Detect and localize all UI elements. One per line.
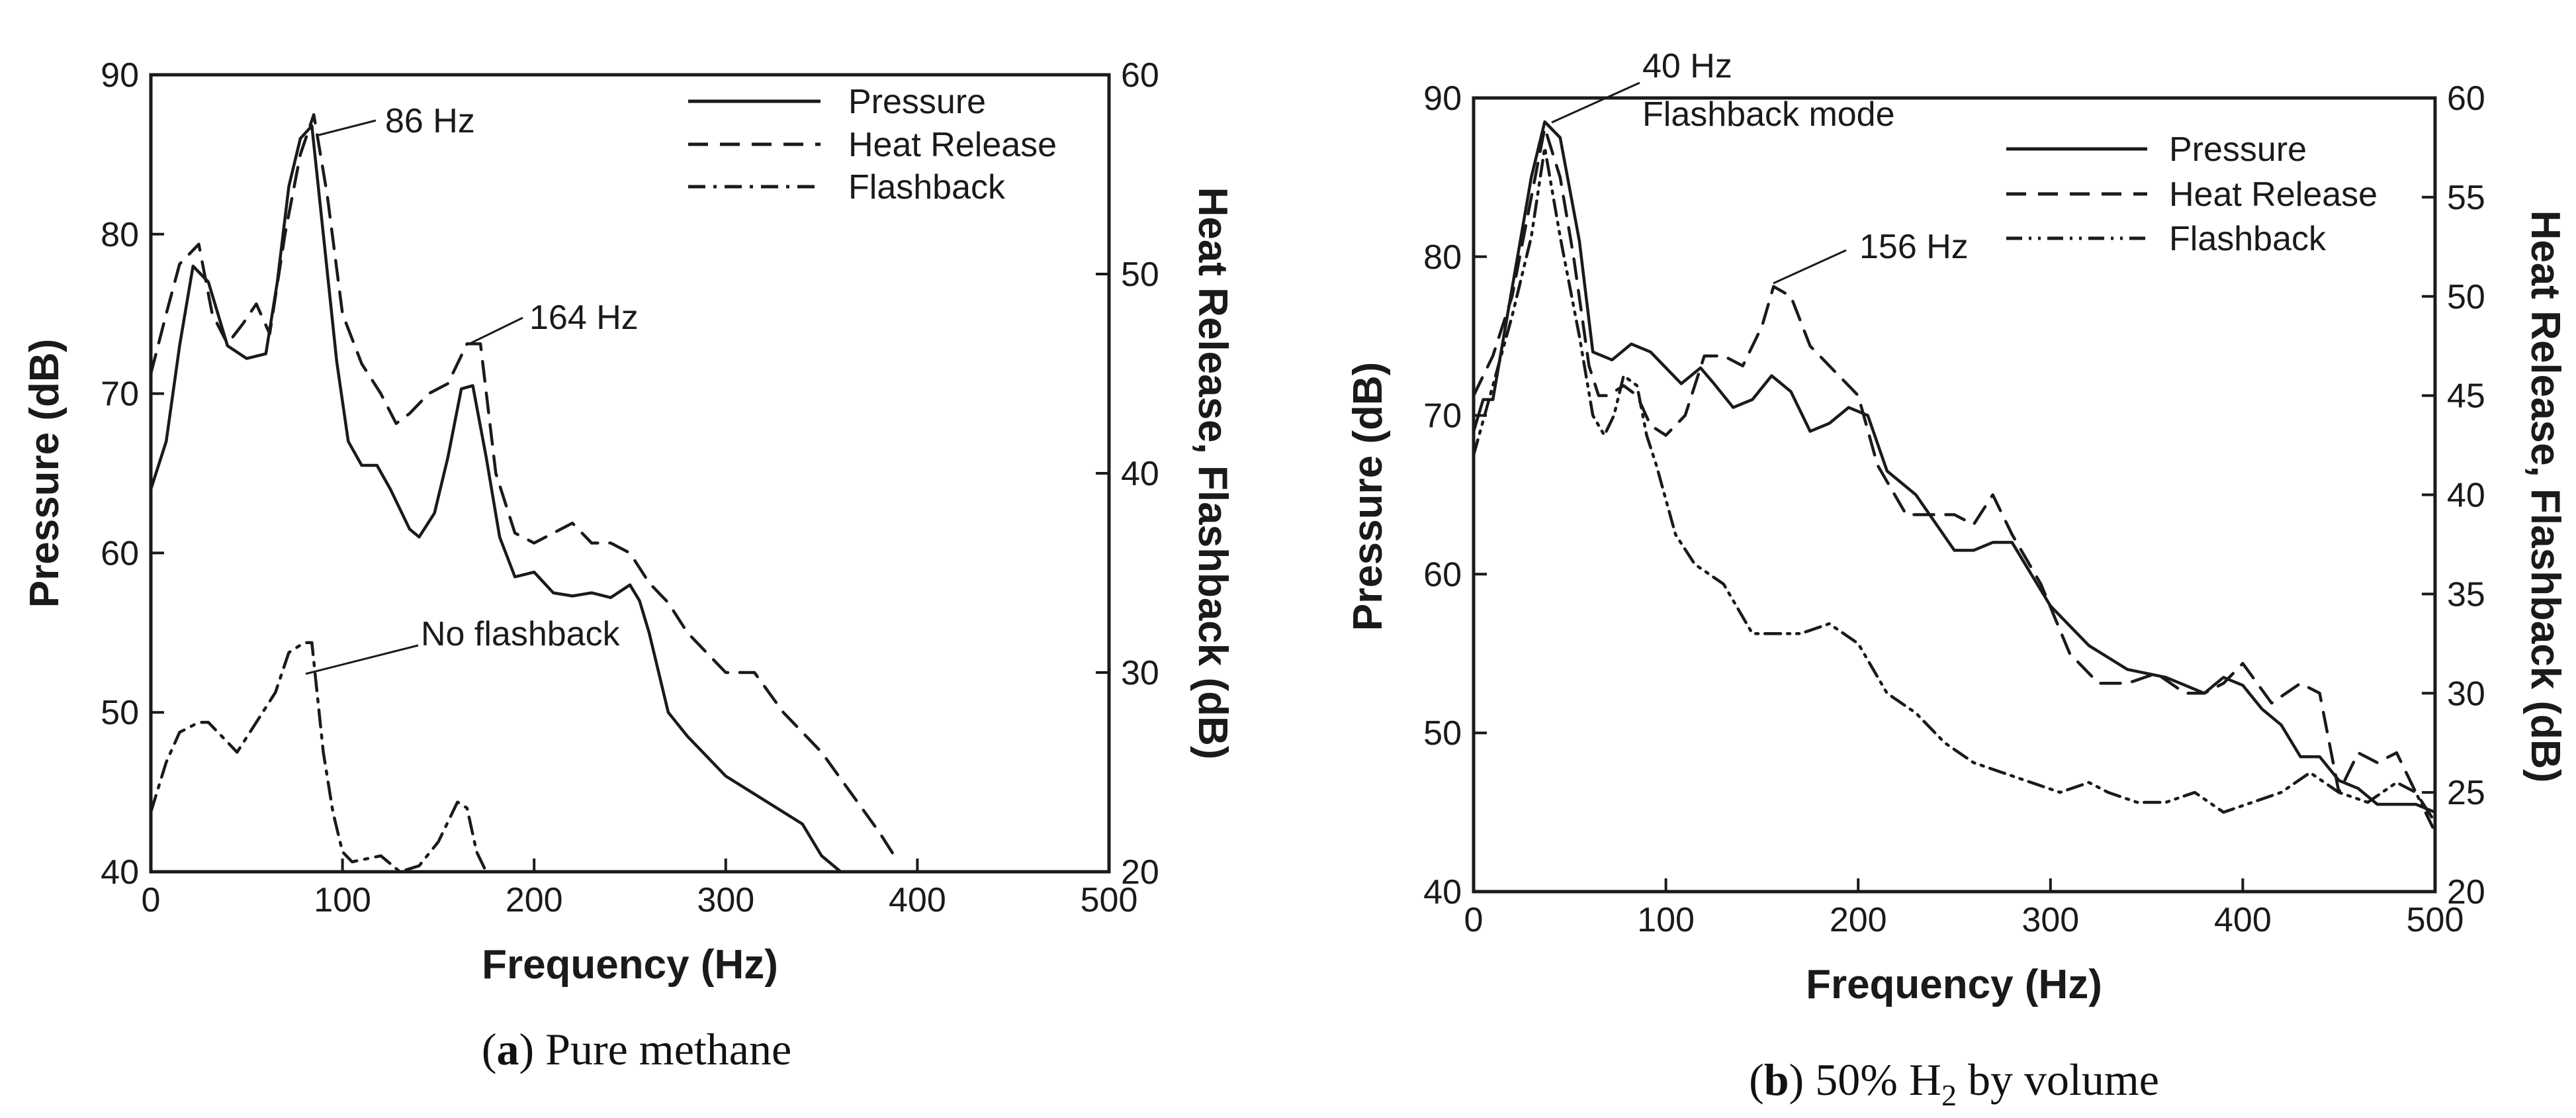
x-tick-label: 0	[142, 881, 161, 919]
legend-b: Pressure Heat Release Flashback	[2006, 130, 2377, 258]
chart-panel-b: Frequency (Hz) Pressure (dB) Heat Releas…	[1345, 47, 2568, 1007]
annotation-40hz: 40 Hz	[1642, 47, 1732, 85]
annotation-no-flashback: No flashback	[421, 615, 621, 653]
right-tick-label: 20	[1121, 853, 1159, 892]
x-tick-label: 200	[506, 881, 563, 919]
chart-panel-a: Frequency (Hz) Pressure (dB) Heat Releas…	[22, 56, 1235, 988]
right-tick-label: 50	[2447, 278, 2485, 316]
series-a	[149, 113, 900, 874]
right-axis-title-b: Heat Release, Flashback (dB)	[2522, 210, 2568, 783]
x-tick-label: 300	[697, 881, 754, 919]
right-tick-label: 45	[2447, 377, 2485, 416]
legend-label-pressure-b: Pressure	[2169, 130, 2307, 169]
right-tick-label: 40	[2447, 477, 2485, 515]
caption-a: (a) Pure methane	[482, 1024, 791, 1074]
x-tick-label: 100	[1637, 901, 1695, 939]
right-tick-label: 30	[2447, 675, 2485, 713]
series-line-heat-release	[1472, 126, 2437, 824]
y-tick-label: 80	[1423, 238, 1462, 277]
annotation-leader-40hz	[1551, 81, 1640, 124]
caption-a-letter: a	[497, 1024, 519, 1074]
x-tick-label: 500	[2407, 901, 2464, 939]
right-axis-title-a: Heat Release, Flashback (dB)	[1190, 187, 1235, 760]
y-tick-label: 90	[101, 56, 139, 95]
x-tick-label: 300	[2021, 901, 2079, 939]
y-tick-label: 60	[101, 534, 139, 573]
right-tick-label: 60	[1121, 56, 1159, 95]
annotation-86hz: 86 Hz	[385, 102, 475, 140]
caption-b: (b) 50% H2 by volume	[1749, 1054, 2159, 1112]
y-tick-label: 60	[1423, 555, 1462, 594]
y-axis-title-b: Pressure (dB)	[1345, 362, 1391, 631]
annotation-leader-86hz	[316, 119, 377, 137]
caption-a-text: ) Pure methane	[519, 1024, 792, 1074]
y-tick-label: 40	[1423, 873, 1462, 911]
plot-frame-b	[1472, 96, 2437, 894]
caption-b-tail: by volume	[1957, 1054, 2159, 1105]
annotation-leader-156hz	[1773, 249, 1847, 285]
x-tick-label: 400	[2214, 901, 2272, 939]
series-b	[1472, 120, 2437, 834]
series-line-heat-release	[149, 113, 900, 864]
series-line-flashback	[149, 641, 488, 874]
y-tick-label: 80	[101, 216, 139, 254]
caption-b-subscript: 2	[1941, 1078, 1957, 1112]
legend-label-pressure-a: Pressure	[848, 83, 986, 121]
legend-a: Pressure Heat Release Flashback	[688, 83, 1057, 207]
series-line-pressure	[149, 124, 842, 874]
annotation-leader-164hz	[468, 316, 523, 346]
x-tick-label: 400	[889, 881, 946, 919]
legend-label-flashback-a: Flashback	[848, 168, 1006, 207]
caption-b-text: ) 50% H	[1789, 1054, 1941, 1105]
y-tick-label: 50	[1423, 714, 1462, 753]
right-tick-label: 35	[2447, 575, 2485, 614]
legend-label-flashback-b: Flashback	[2169, 220, 2327, 258]
y-tick-label: 70	[1423, 397, 1462, 436]
y-axis-title-a: Pressure (dB)	[22, 339, 67, 608]
right-tick-label: 30	[1121, 654, 1159, 692]
right-tick-label: 20	[2447, 873, 2485, 911]
annotation-156hz: 156 Hz	[1859, 228, 1969, 266]
ticks-a: 0 100 200 300 400 500 40 50 60 70 80 90 20 30 40 50 60	[101, 56, 1159, 919]
legend-label-heat-release-a: Heat Release	[848, 126, 1057, 164]
y-tick-label: 90	[1423, 79, 1462, 118]
ticks-b: 0 100 200 300 400 500 40 50 60 70 80 90 20 25 30 35 40 45…	[1423, 79, 2485, 939]
annotation-flashback-mode: Flashback mode	[1642, 95, 1895, 134]
right-tick-label: 25	[2447, 774, 2485, 812]
x-axis-title-a: Frequency (Hz)	[482, 942, 778, 988]
x-tick-label: 0	[1464, 901, 1484, 939]
right-tick-label: 55	[2447, 179, 2485, 217]
x-axis-title-b: Frequency (Hz)	[1806, 962, 2102, 1007]
y-tick-label: 70	[101, 375, 139, 414]
series-line-pressure	[1472, 120, 2437, 814]
annotation-164hz: 164 Hz	[529, 299, 639, 337]
x-tick-label: 500	[1081, 881, 1138, 919]
right-tick-label: 50	[1121, 256, 1159, 294]
series-line-flashback	[1472, 146, 2437, 834]
y-tick-label: 50	[101, 694, 139, 732]
right-tick-label: 60	[2447, 79, 2485, 118]
y-tick-label: 40	[101, 853, 139, 892]
right-tick-label: 40	[1121, 455, 1159, 493]
x-tick-label: 100	[314, 881, 371, 919]
annotation-leader-no-flashback	[305, 644, 419, 675]
legend-label-heat-release-b: Heat Release	[2169, 175, 2377, 214]
x-tick-label: 200	[1830, 901, 1887, 939]
caption-b-letter: b	[1764, 1054, 1789, 1105]
